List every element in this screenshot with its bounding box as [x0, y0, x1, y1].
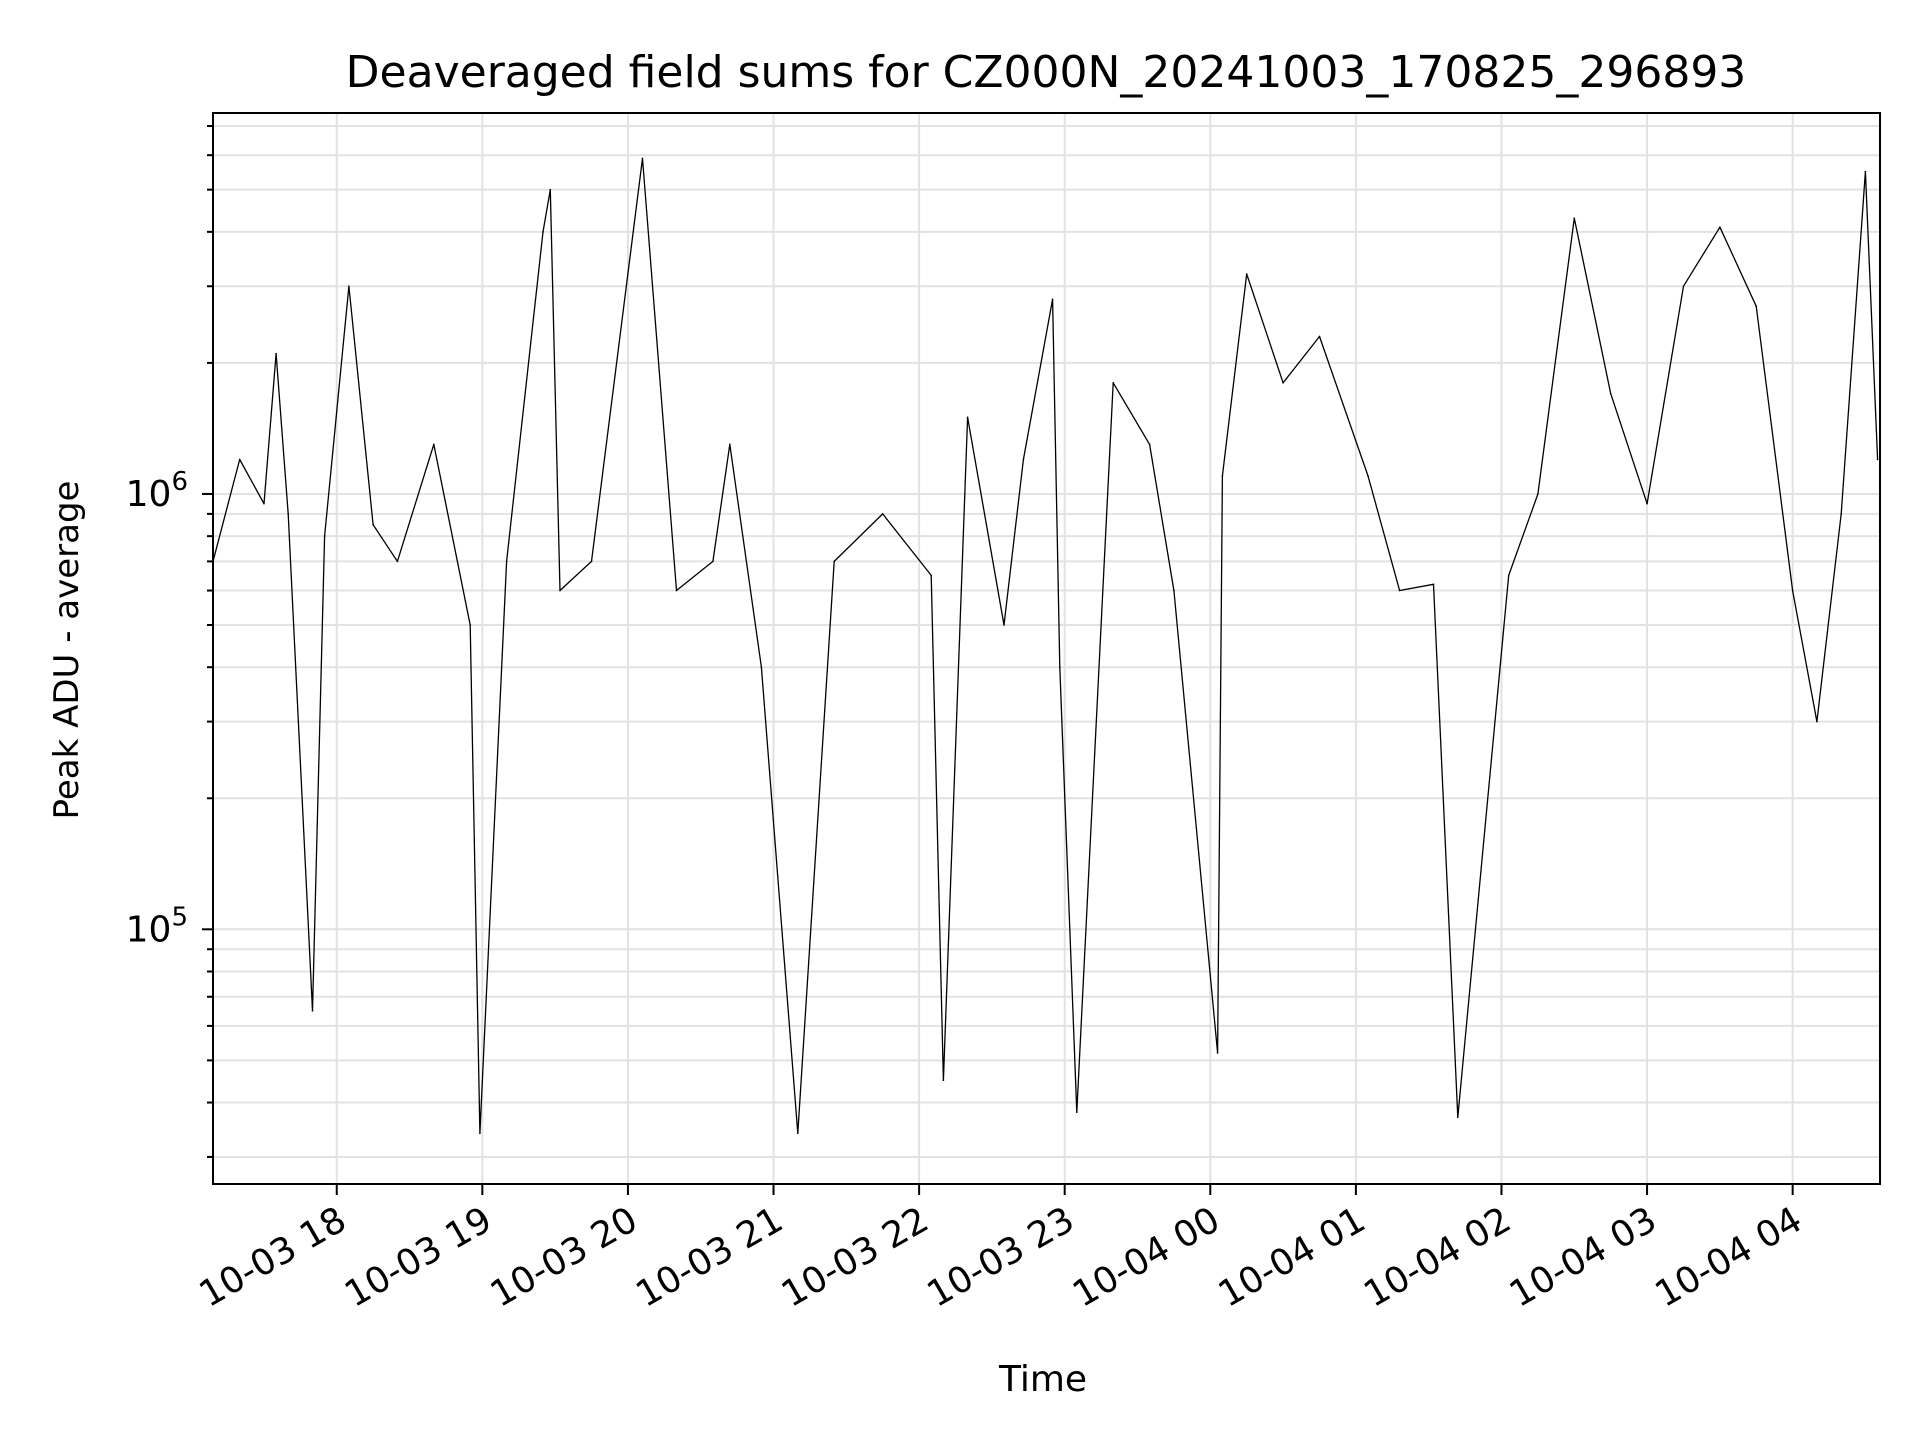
data-point — [1112, 382, 1115, 384]
chart-title: Deaveraged field sums for CZ000N_2024100… — [346, 47, 1747, 98]
data-point — [1864, 170, 1867, 173]
y-tick-exponent: 5 — [171, 902, 188, 932]
data-point — [1791, 589, 1794, 592]
data-point — [833, 560, 835, 563]
data-point — [1245, 273, 1248, 275]
data-point — [238, 458, 241, 461]
x-tick-label: 10-03 22 — [775, 1199, 936, 1315]
data-point — [1609, 392, 1612, 395]
data-point — [1318, 335, 1321, 338]
data-point — [760, 666, 763, 669]
data-point — [1719, 226, 1721, 228]
data-point — [542, 231, 544, 233]
data-point — [263, 502, 265, 505]
data-point — [881, 513, 884, 515]
data-point — [930, 574, 933, 577]
y-tick-label: 105 — [126, 902, 188, 950]
data-point — [469, 624, 472, 626]
data-point — [1840, 513, 1842, 515]
data-point — [1003, 624, 1005, 626]
plot-frame — [212, 112, 1881, 1185]
data-point — [1537, 493, 1539, 495]
x-axis-label: Time — [998, 1359, 1087, 1400]
data-point — [1148, 443, 1151, 446]
data-point — [1456, 1116, 1459, 1119]
x-tick-label: 10-04 04 — [1648, 1199, 1809, 1315]
x-tick-label: 10-04 03 — [1503, 1199, 1664, 1315]
data-point — [1076, 1111, 1078, 1114]
data-point — [1682, 285, 1685, 288]
grid — [213, 113, 1880, 1184]
x-tick-label: 10-03 23 — [921, 1199, 1082, 1315]
data-point — [796, 1132, 799, 1135]
data-point — [641, 157, 644, 160]
data-point — [590, 560, 593, 563]
data-point — [1755, 305, 1758, 307]
x-tick-label: 10-04 00 — [1066, 1199, 1227, 1315]
data-point — [559, 589, 561, 592]
series-line-path — [212, 157, 1879, 1134]
data-point — [712, 560, 714, 563]
data-point — [1367, 475, 1369, 477]
data-point — [275, 352, 277, 355]
data-point — [1173, 589, 1175, 592]
data-point — [1059, 666, 1061, 669]
data-point — [675, 589, 678, 592]
data-point — [942, 1079, 945, 1082]
data-point — [549, 188, 552, 191]
data-point — [1816, 720, 1818, 723]
y-tick-exponent: 6 — [171, 467, 188, 497]
data-point — [729, 443, 731, 446]
data-point — [396, 560, 399, 563]
y-tick-base: 10 — [126, 909, 172, 950]
data-point — [1398, 589, 1401, 592]
y-axis-label: Peak ADU - average — [47, 481, 87, 820]
data-point — [433, 443, 435, 446]
data-point — [323, 535, 326, 537]
data-point — [966, 416, 969, 419]
data-point — [1022, 458, 1025, 461]
data-point — [1051, 298, 1054, 301]
data-point — [479, 1132, 481, 1135]
data-point — [505, 560, 508, 563]
data-point — [1507, 574, 1510, 577]
data-point — [1221, 475, 1224, 477]
series-line — [212, 157, 1879, 1135]
x-tick-label: 10-03 20 — [484, 1199, 645, 1315]
data-point — [372, 523, 374, 526]
y-tick-label: 106 — [126, 467, 188, 515]
x-tick-label: 10-03 18 — [193, 1199, 354, 1315]
y-tick-base: 10 — [126, 474, 172, 515]
data-point — [1876, 458, 1879, 461]
x-tick-label: 10-04 01 — [1212, 1199, 1373, 1315]
data-point — [1573, 217, 1576, 219]
x-tick-label: 10-03 19 — [338, 1199, 499, 1315]
data-point — [348, 285, 350, 288]
data-point — [1432, 583, 1435, 586]
data-point — [1646, 502, 1648, 505]
data-point — [1282, 382, 1284, 384]
x-tick-label: 10-03 21 — [629, 1199, 790, 1315]
x-tick-label: 10-04 02 — [1357, 1199, 1518, 1315]
data-point — [311, 1009, 314, 1012]
data-point — [1216, 1052, 1219, 1054]
data-point — [287, 513, 290, 515]
